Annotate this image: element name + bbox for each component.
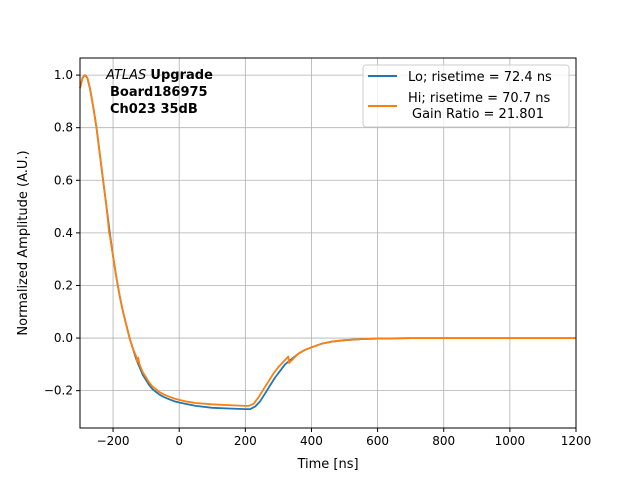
x-tick-label: 600: [366, 434, 389, 448]
x-tick-label: 1200: [561, 434, 592, 448]
atlas-annotation: ATLAS Upgrade Board186975 Ch023 35dB: [105, 68, 213, 117]
upgrade-label: Upgrade: [150, 68, 213, 83]
series-line-hi: [80, 75, 576, 406]
svg-text:ATLAS Upgrade: ATLAS Upgrade: [105, 68, 213, 83]
plot-frame: [79, 57, 577, 429]
y-tick-label: 0.6: [54, 173, 73, 187]
x-tick-label: −200: [97, 434, 130, 448]
channel-label: Ch023 35dB: [110, 102, 198, 117]
y-tick-label: 0.0: [54, 331, 73, 345]
legend-label-lo: Lo; risetime = 72.4 ns: [408, 70, 552, 85]
board-label: Board186975: [110, 85, 208, 100]
x-tick-label: 1000: [495, 434, 526, 448]
legend-gain-ratio: Gain Ratio = 21.801: [412, 107, 544, 122]
y-tick-label: −0.2: [44, 384, 73, 398]
y-tick-label: 0.4: [54, 226, 73, 240]
y-axis-label: Normalized Amplitude (A.U.): [16, 150, 31, 335]
x-tick-label: 200: [234, 434, 257, 448]
y-tick-label: 0.2: [54, 278, 73, 292]
series-lines: [80, 75, 576, 409]
legend-label-hi: Hi; risetime = 70.7 ns: [408, 91, 550, 106]
x-tick-label: 0: [175, 434, 183, 448]
x-tick-label: 800: [432, 434, 455, 448]
x-axis-label: Time [ns]: [296, 457, 358, 472]
x-tick-label: 400: [300, 434, 323, 448]
ticks: −200 0 200 400 600 800 1000 1200 −0.2 0.0 0.2 0.4 0.…: [44, 68, 591, 448]
atlas-label: ATLAS: [105, 68, 146, 83]
legend: Lo; risetime = 72.4 ns Hi; risetime = 70…: [362, 64, 570, 128]
y-tick-label: 1.0: [54, 68, 73, 82]
y-tick-label: 0.8: [54, 121, 73, 135]
